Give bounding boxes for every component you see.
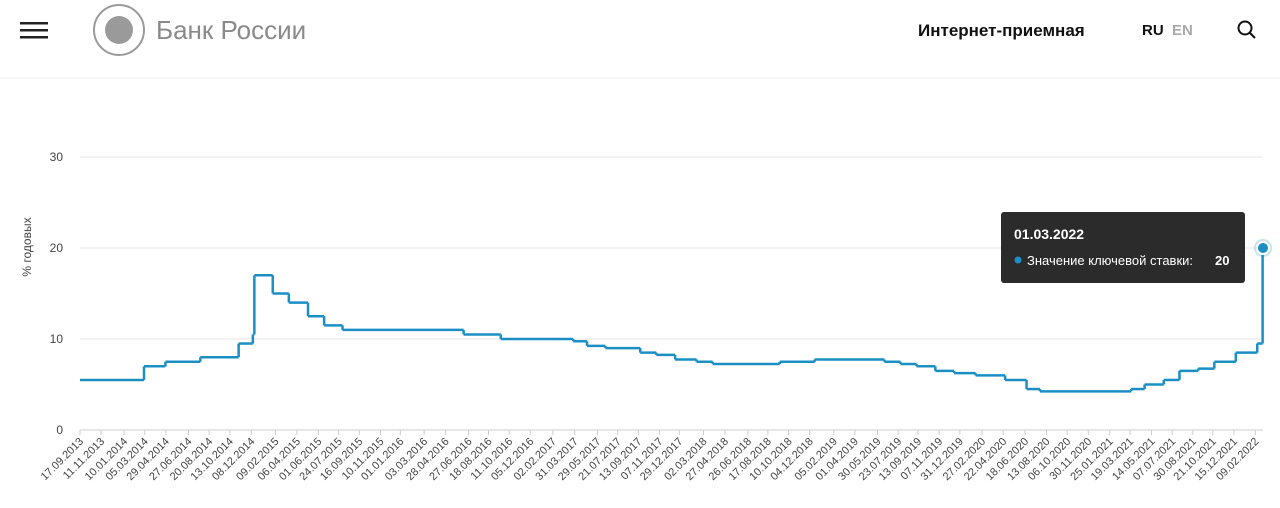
menu-bar [20, 29, 48, 32]
nav-link[interactable]: Интернет-приемная [918, 21, 1085, 40]
search-button[interactable] [1237, 20, 1256, 39]
emblem-eagle [105, 16, 133, 44]
tooltip: 01.03.2022 Значение ключевой ставки: 20 [1001, 212, 1245, 283]
y-tick-label: 10 [50, 332, 64, 346]
y-axis-label: % годовых [20, 217, 34, 276]
search-icon [1237, 20, 1253, 36]
menu-bar [20, 22, 48, 25]
tooltip-box [1001, 212, 1245, 283]
y-tick-label: 30 [50, 150, 64, 164]
tooltip-value: 20 [1215, 253, 1229, 268]
tooltip-dot [1014, 256, 1022, 264]
logo-text: Банк России [156, 15, 306, 45]
lang-ru[interactable]: RU [1142, 22, 1164, 39]
search-icon [1249, 32, 1256, 39]
plot: 010203017.09.201311.11.201310.01.201405.… [39, 150, 1272, 483]
menu-bar [20, 36, 48, 39]
y-tick-label: 20 [50, 241, 64, 255]
tooltip-date: 01.03.2022 [1014, 226, 1084, 242]
logo[interactable]: Банк России [93, 4, 306, 56]
y-tick-label: 0 [56, 423, 63, 437]
tooltip-label: Значение ключевой ставки: [1027, 253, 1193, 268]
point [1256, 241, 1270, 255]
menu-button[interactable] [20, 22, 48, 39]
lang-en[interactable]: EN [1172, 22, 1193, 39]
